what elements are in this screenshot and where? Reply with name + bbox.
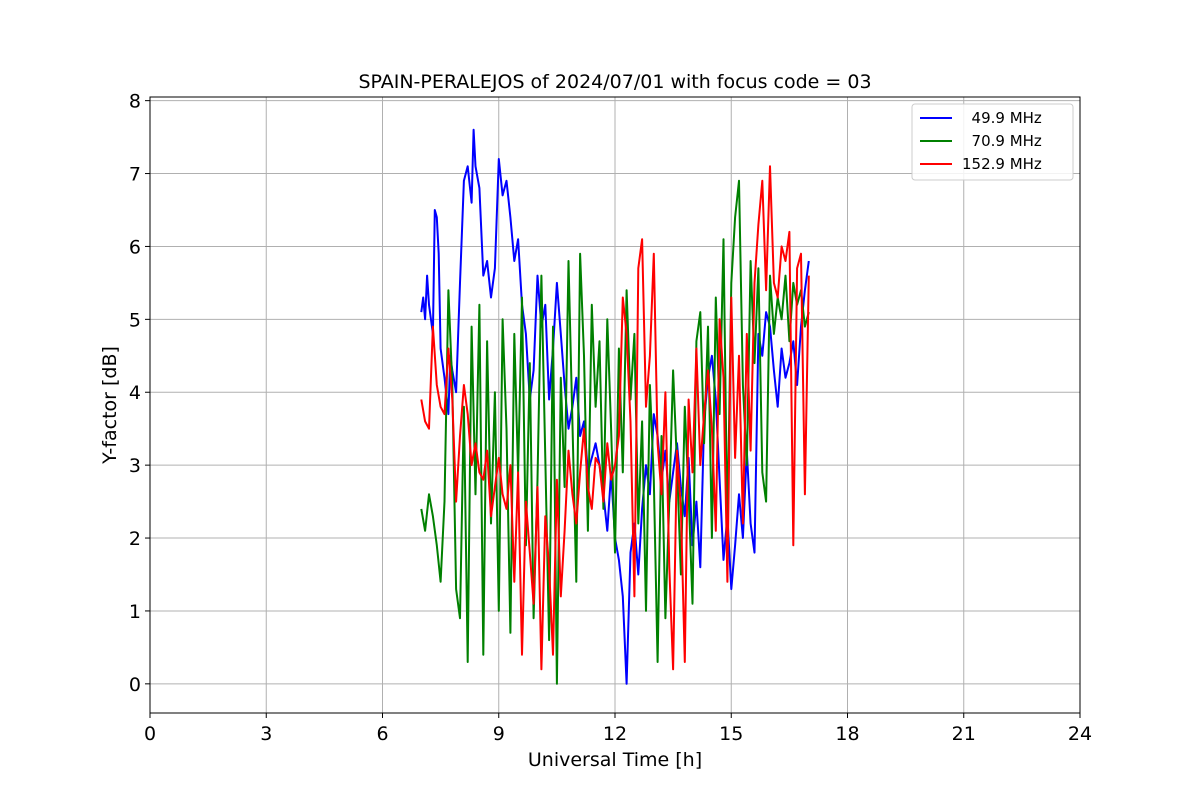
y-tick-label: 4 — [129, 382, 141, 404]
y-tick-label: 1 — [129, 601, 141, 623]
x-axis-label: Universal Time [h] — [528, 749, 702, 771]
x-tick-label: 9 — [493, 723, 505, 745]
y-tick-label: 6 — [129, 236, 141, 258]
x-tick-label: 3 — [260, 723, 272, 745]
y-tick-label: 5 — [129, 309, 141, 331]
legend: 49.9 MHz 70.9 MHz 152.9 MHz — [911, 103, 1074, 181]
x-tick-label: 6 — [376, 723, 388, 745]
chart-title: SPAIN-PERALEJOS of 2024/07/01 with focus… — [358, 71, 871, 93]
x-tick-label: 15 — [719, 723, 743, 745]
legend-label-152-9: 152.9 MHz — [962, 155, 1042, 173]
legend-label-49-9: 49.9 MHz — [962, 109, 1042, 127]
y-tick-label: 0 — [129, 674, 141, 696]
y-tick-label: 2 — [129, 528, 141, 550]
y-tick-label: 3 — [129, 455, 141, 477]
grid-lines — [149, 97, 1081, 713]
y-axis-label: Y-factor [dB] — [99, 346, 121, 465]
y-axis-ticks: 0 1 2 3 4 5 6 7 8 — [129, 91, 150, 696]
legend-label-70-9: 70.9 MHz — [962, 132, 1042, 150]
x-tick-label: 18 — [835, 723, 859, 745]
series-layer — [420, 128, 810, 685]
x-tick-label: 0 — [144, 723, 156, 745]
y-tick-label: 7 — [129, 164, 141, 186]
y-tick-label: 8 — [129, 91, 141, 113]
legend-box — [911, 103, 1074, 181]
x-tick-label: 24 — [1068, 723, 1092, 745]
x-axis-ticks: 0 3 6 9 12 15 18 21 24 — [144, 713, 1092, 745]
x-tick-label: 21 — [952, 723, 976, 745]
x-tick-label: 12 — [603, 723, 627, 745]
series-152-9-mhz — [420, 165, 810, 671]
